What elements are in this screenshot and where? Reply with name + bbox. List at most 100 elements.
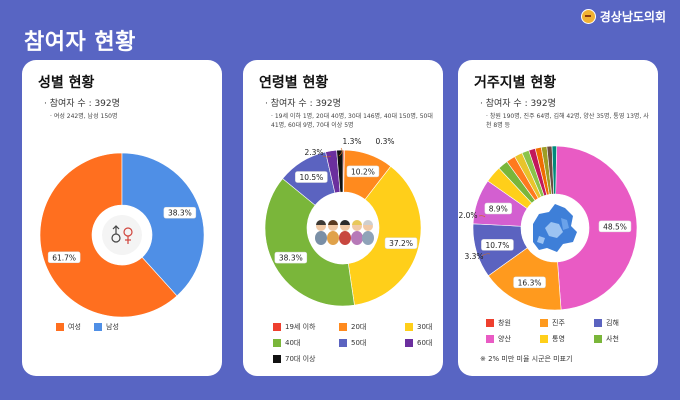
data-label: 16.3% [513, 276, 546, 289]
legend-label: 양산 [498, 335, 511, 343]
legend-label: 50대 [351, 339, 367, 347]
participant-count: · 참여자 수 : 392명 [265, 99, 341, 109]
legend-item: 사천 [594, 334, 619, 344]
leader-line [322, 155, 332, 158]
gender-card: 성별 현황 · 참여자 수 : 392명 · 여성 242명, 남성 150명 … [22, 60, 222, 376]
svg-text:8.9%: 8.9% [489, 204, 508, 213]
legend-label: 김해 [606, 319, 619, 327]
card-title: 거주지별 현황 [474, 75, 557, 91]
assembly-seal-icon [580, 9, 596, 24]
legend-item: 19세 이하 [273, 322, 315, 332]
card-note: · 창원 190명, 진주 64명, 김해 42명, 양산 35명, 통영 13… [486, 113, 649, 129]
age-card: 연령별 현황 · 참여자 수 : 392명 · 19세 이하 1명, 20대 4… [243, 60, 443, 376]
legend-swatch [594, 335, 602, 343]
card-title: 성별 현황 [38, 75, 95, 91]
svg-text:61.7%: 61.7% [52, 253, 76, 262]
svg-text:38.3%: 38.3% [279, 254, 303, 263]
data-label: 2.0% [458, 211, 477, 220]
donut-slice [39, 152, 178, 318]
card-note: · 여성 242명, 남성 150명 [50, 113, 118, 120]
legend-swatch [273, 339, 281, 347]
data-label: 10.2% [346, 165, 380, 178]
legend-swatch [486, 319, 494, 327]
page-title: 참여자 현황 [24, 30, 136, 55]
legend-swatch [486, 335, 494, 343]
legend-label: 19세 이하 [285, 323, 316, 331]
legend-swatch [594, 319, 602, 327]
age-donut-chart: 10.2% 37.2% 38.3% 10.5% 0.3% 1.3% 2.3% [264, 137, 422, 307]
assembly-logo: 경상남도의회 [580, 8, 666, 25]
data-label: 3.3% [464, 252, 483, 261]
data-label: 37.2% [384, 237, 418, 249]
card-title: 연령별 현황 [259, 75, 329, 91]
legend-label: 20대 [351, 323, 367, 331]
data-label: 48.5% [598, 220, 632, 233]
legend-label: 사천 [606, 335, 619, 343]
logo-text: 경상남도의회 [599, 10, 666, 24]
donut-slice [121, 152, 205, 297]
data-label: 10.7% [481, 239, 514, 251]
svg-text:38.3%: 38.3% [168, 209, 192, 218]
legend-item: 50대 [339, 338, 366, 348]
data-label: 0.3% [375, 137, 394, 146]
legend-swatch [540, 319, 548, 327]
leader-line [478, 215, 486, 218]
participant-count: · 참여자 수 : 392명 [44, 99, 120, 109]
legend-item: 김해 [594, 318, 619, 328]
legend-label: 통영 [552, 335, 565, 343]
legend-label: 진주 [552, 319, 565, 327]
legend-item: 70대 이상 [273, 354, 315, 364]
legend-item: 40대 [273, 338, 300, 348]
gyeongnam-map-icon [533, 204, 577, 252]
data-label: 2.3% [304, 148, 323, 157]
data-label: 38.3% [274, 251, 308, 264]
svg-text:16.3%: 16.3% [518, 278, 542, 287]
legend-label: 40대 [285, 339, 301, 347]
legend-item: 진주 [540, 318, 565, 328]
legend-label: 30대 [417, 323, 433, 331]
legend-swatch [540, 335, 548, 343]
participant-count: · 참여자 수 : 392명 [480, 99, 556, 109]
svg-text:37.2%: 37.2% [389, 239, 413, 248]
gender-symbol-icon [102, 215, 142, 255]
data-label: 61.7% [47, 251, 81, 264]
legend-label: 남성 [106, 323, 119, 331]
card-note: · 19세 이하 1명, 20대 40명, 30대 146명, 40대 150명… [271, 113, 433, 129]
legend-label: 여성 [68, 323, 81, 331]
gender-donut-chart: 61.7% 38.3% [39, 152, 205, 318]
legend-item: 20대 [339, 322, 366, 332]
legend-swatch [94, 323, 102, 331]
legend-label: 창원 [498, 319, 511, 327]
legend-label: 70대 이상 [285, 355, 316, 363]
data-label: 8.9% [484, 202, 512, 215]
legend-swatch [273, 323, 281, 331]
legend-item: 여성 [56, 322, 81, 332]
legend-swatch [405, 323, 413, 331]
leader-line [338, 147, 343, 157]
legend-item: 통영 [540, 334, 565, 344]
legend-item: 60대 [405, 338, 432, 348]
legend-item: 양산 [486, 334, 511, 344]
chart-footnote: ※ 2% 미만 미율 시군은 미표기 [480, 355, 573, 363]
legend-swatch [339, 323, 347, 331]
svg-text:10.2%: 10.2% [351, 167, 375, 176]
data-label: 38.3% [163, 206, 197, 219]
svg-text:10.7%: 10.7% [486, 241, 510, 250]
residence-donut-chart: 48.5% 16.3% 10.7% 8.9% 3.3% 2.0% [458, 145, 638, 311]
legend-label: 60대 [417, 339, 433, 347]
leader-line [481, 253, 491, 257]
legend-swatch [273, 355, 281, 363]
donut-slice [336, 149, 344, 193]
legend-item: 창원 [486, 318, 511, 328]
svg-text:48.5%: 48.5% [603, 222, 627, 231]
data-label: 10.5% [295, 171, 328, 183]
svg-text:10.5%: 10.5% [299, 173, 323, 182]
people-illustration-icon [315, 220, 374, 245]
legend-swatch [339, 339, 347, 347]
donut-slice [264, 178, 355, 307]
data-label: 1.3% [342, 137, 361, 146]
legend-item: 남성 [94, 322, 119, 332]
residence-card: 거주지별 현황 · 참여자 수 : 392명 · 창원 190명, 진주 64명… [458, 60, 658, 376]
legend-swatch [56, 323, 64, 331]
donut-slice [555, 145, 638, 311]
